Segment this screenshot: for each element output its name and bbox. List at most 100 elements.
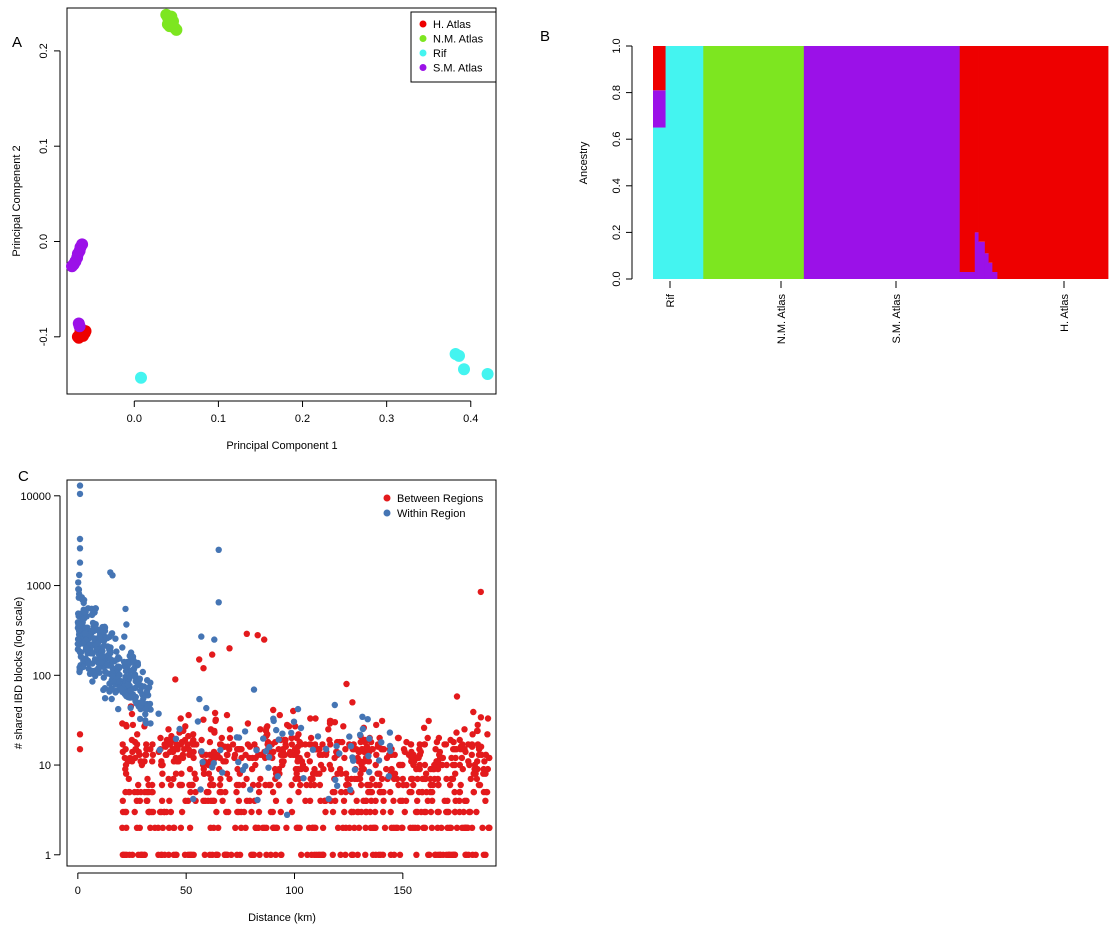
ibd-point-between <box>422 770 430 777</box>
ibd-point-between <box>308 851 315 858</box>
ibd-point-within <box>114 663 122 670</box>
ibd-point-between <box>200 770 208 777</box>
ibd-point-within <box>76 648 83 655</box>
ibd-point-between <box>166 797 173 804</box>
ibd-point-within <box>365 752 372 760</box>
ibd-point-within <box>101 624 109 631</box>
ibd-point-within <box>385 773 392 780</box>
ibd-point-between <box>371 808 379 816</box>
ibd-point-between <box>149 751 157 758</box>
ibd-point-between <box>296 738 303 746</box>
ibd-point-between <box>172 676 179 683</box>
ibd-point-between <box>472 851 479 858</box>
ibd-point-between <box>136 751 143 758</box>
ibd-point-between <box>485 824 492 831</box>
pca-point <box>481 368 494 380</box>
ibd-point-between <box>409 824 417 831</box>
ibd-x-tick-label: 100 <box>285 885 303 897</box>
ibd-point-within <box>349 754 356 761</box>
ibd-point-between <box>414 775 421 783</box>
ibd-point-between <box>356 775 364 783</box>
ibd-point-within <box>79 663 87 671</box>
ibd-point-between <box>331 754 338 762</box>
ibd-point-between <box>395 781 402 789</box>
ibd-point-between <box>369 775 376 783</box>
ibd-point-between <box>396 851 404 858</box>
panel-label-c: C <box>18 468 29 485</box>
ibd-point-between <box>261 636 268 643</box>
ibd-point-within <box>359 725 367 733</box>
ibd-point-between <box>471 765 478 773</box>
ancestry-bar-segment <box>978 46 986 242</box>
ibd-point-between <box>186 751 193 758</box>
ibd-plot-frame <box>66 479 497 867</box>
ibd-point-within <box>297 724 305 732</box>
ibd-point-between <box>185 711 192 719</box>
ibd-point-between <box>119 797 127 804</box>
panel-label-b: B <box>540 28 550 45</box>
ibd-point-between <box>381 824 389 831</box>
ibd-point-within <box>97 659 105 666</box>
ibd-point-between <box>256 851 263 858</box>
ibd-point-between <box>122 808 130 816</box>
ibd-point-between <box>460 808 467 816</box>
ibd-point-between <box>277 851 285 858</box>
pca-legend-swatch <box>419 35 427 42</box>
ibd-point-between <box>416 741 423 748</box>
ibd-point-between <box>280 758 287 765</box>
ibd-point-between <box>469 731 476 738</box>
ibd-point-between <box>226 726 234 733</box>
ibd-point-between <box>292 775 299 783</box>
ibd-point-between <box>131 808 138 816</box>
ibd-point-between <box>299 761 307 769</box>
ibd-point-between <box>251 741 258 748</box>
ibd-point-between <box>445 851 453 858</box>
ibd-point-between <box>172 770 180 777</box>
ibd-point-between <box>368 746 376 753</box>
ibd-point-between <box>264 738 272 746</box>
ancestry-group-label: N.M. Atlas <box>776 294 788 345</box>
ibd-point-between <box>249 781 257 789</box>
ibd-point-between <box>218 788 225 796</box>
ibd-point-within <box>75 579 82 586</box>
ibd-point-between <box>452 770 459 777</box>
ibd-point-between <box>186 765 194 773</box>
ibd-point-between <box>358 808 365 816</box>
ancestry-group-label: H. Atlas <box>1059 294 1071 332</box>
ibd-point-between <box>232 824 239 831</box>
ibd-point-between <box>439 761 446 769</box>
ibd-point-between <box>327 717 334 725</box>
ibd-point-within <box>332 776 339 783</box>
ibd-point-between <box>121 754 128 762</box>
ibd-point-within <box>176 725 183 733</box>
ibd-point-between <box>288 741 296 748</box>
ibd-point-within <box>386 729 394 736</box>
ibd-point-between <box>161 808 168 816</box>
ibd-point-within <box>366 768 373 776</box>
ibd-point-between <box>482 797 489 804</box>
ibd-point-within <box>81 630 89 637</box>
ibd-point-within <box>122 605 129 613</box>
ibd-point-within <box>107 655 114 663</box>
ibd-point-between <box>149 781 156 789</box>
ibd-point-between <box>346 824 353 831</box>
ibd-point-between <box>460 824 468 831</box>
ibd-point-between <box>362 851 369 858</box>
ibd-point-within <box>155 710 162 717</box>
ibd-point-between <box>450 738 457 746</box>
ancestry-bar-segment <box>984 253 989 279</box>
ibd-point-between <box>435 781 442 789</box>
ibd-point-between <box>480 770 487 777</box>
ibd-point-between <box>200 665 207 672</box>
ibd-point-within <box>137 687 144 694</box>
ibd-point-between <box>189 741 197 748</box>
ibd-point-between <box>403 738 410 746</box>
ibd-point-between <box>373 721 380 729</box>
ibd-point-between <box>144 797 151 804</box>
ibd-point-between <box>402 797 410 804</box>
ibd-legend-label: Between Regions <box>397 493 484 505</box>
ibd-point-within <box>322 745 330 753</box>
ibd-point-between <box>231 751 239 758</box>
ibd-point-between <box>134 788 141 796</box>
ibd-point-within <box>75 621 83 629</box>
